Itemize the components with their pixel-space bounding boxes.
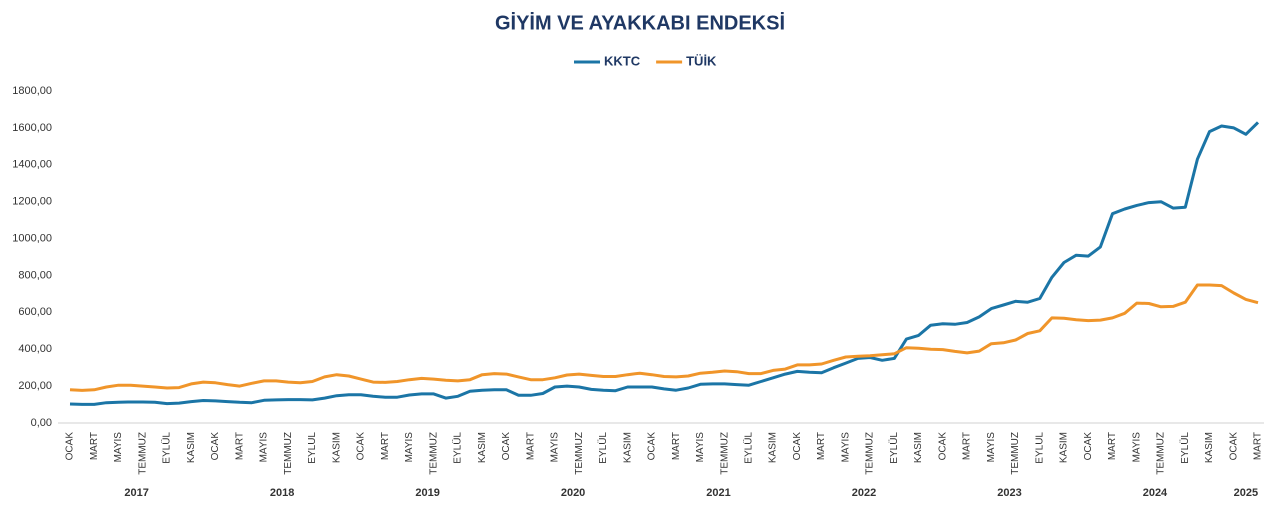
x-tick-label: EYLUL <box>307 432 318 464</box>
x-tick-label: MAYIS <box>404 432 415 463</box>
x-tick-label: EYLÜL <box>452 432 464 464</box>
x-tick-label: TEMMUZ <box>719 432 730 475</box>
x-tick-label: OCAK <box>210 432 221 461</box>
x-tick-label: TEMMUZ <box>1010 432 1021 475</box>
x-tick-label: EYLUL <box>1034 432 1045 464</box>
x-tick-label: KASIM <box>331 432 342 463</box>
x-tick-label: MART <box>671 432 682 460</box>
legend-label: TÜİK <box>686 53 717 68</box>
y-tick-label: 1200,00 <box>12 196 52 208</box>
x-tick-label: MART <box>962 432 973 460</box>
year-label: 2017 <box>124 487 148 499</box>
year-label: 2022 <box>852 487 876 499</box>
x-tick-label: TEMMUZ <box>865 432 876 475</box>
x-tick-label: MART <box>1107 432 1118 460</box>
x-tick-label: TEMMUZ <box>574 432 585 475</box>
series-line <box>69 283 1259 392</box>
x-tick-label: OCAK <box>356 432 367 461</box>
y-tick-label: 800,00 <box>18 269 52 281</box>
x-tick-label: OCAK <box>647 432 658 461</box>
x-tick-label: OCAK <box>1228 432 1239 461</box>
x-tick-label: MART <box>1253 432 1264 460</box>
x-tick-label: EYLÜL <box>888 432 900 464</box>
y-tick-label: 0,00 <box>31 417 52 429</box>
year-label: 2021 <box>706 487 730 499</box>
y-tick-label: 1400,00 <box>12 159 52 171</box>
x-tick-label: MART <box>89 432 100 460</box>
x-tick-label: MAYIS <box>840 432 851 463</box>
x-tick-label: OCAK <box>792 432 803 461</box>
legend-label: KKTC <box>604 53 641 68</box>
x-tick-label: KASIM <box>622 432 633 463</box>
y-tick-label: 1000,00 <box>12 232 52 244</box>
x-tick-label: OCAK <box>937 432 948 461</box>
y-tick-label: 1800,00 <box>12 85 52 97</box>
x-tick-label: TEMMUZ <box>428 432 439 475</box>
y-tick-label: 1600,00 <box>12 122 52 134</box>
x-tick-label: MART <box>816 432 827 460</box>
x-tick-label: TEMMUZ <box>137 432 148 475</box>
x-tick-label: MAYIS <box>550 432 561 463</box>
x-tick-label: EYLÜL <box>161 432 173 464</box>
x-tick-label: MART <box>234 432 245 460</box>
x-tick-label: OCAK <box>501 432 512 461</box>
x-tick-label: MAYIS <box>259 432 270 463</box>
x-tick-label: KASIM <box>1059 432 1070 463</box>
x-tick-label: KASIM <box>186 432 197 463</box>
chart-title: GİYİM VE AYAKKABI ENDEKSİ <box>495 11 785 34</box>
x-tick-label: OCAK <box>1083 432 1094 461</box>
x-tick-label: KASIM <box>1204 432 1215 463</box>
x-tick-label: MAYIS <box>695 432 706 463</box>
year-label: 2024 <box>1143 487 1168 499</box>
series-line <box>69 121 1260 406</box>
x-tick-label: KASIM <box>768 432 779 463</box>
year-label: 2020 <box>561 487 585 499</box>
y-tick-label: 400,00 <box>18 343 52 355</box>
x-tick-label: KASIM <box>913 432 924 463</box>
year-label: 2019 <box>415 487 439 499</box>
x-tick-label: OCAK <box>65 432 76 461</box>
y-tick-label: 200,00 <box>18 380 52 392</box>
x-tick-label: EYLÜL <box>597 432 609 464</box>
y-tick-label: 600,00 <box>18 306 52 318</box>
x-tick-label: TEMMUZ <box>283 432 294 475</box>
x-tick-label: MAYIS <box>1131 432 1142 463</box>
x-tick-label: MART <box>380 432 391 460</box>
year-label: 2018 <box>270 487 294 499</box>
x-tick-label: EYLÜL <box>742 432 754 464</box>
x-tick-label: MAYIS <box>986 432 997 463</box>
x-tick-label: EYLÜL <box>1179 432 1191 464</box>
year-label: 2025 <box>1234 487 1258 499</box>
year-label: 2023 <box>997 487 1021 499</box>
x-tick-label: MAYIS <box>113 432 124 463</box>
x-tick-label: TEMMUZ <box>1156 432 1167 475</box>
x-tick-label: KASIM <box>477 432 488 463</box>
x-tick-label: MART <box>525 432 536 460</box>
